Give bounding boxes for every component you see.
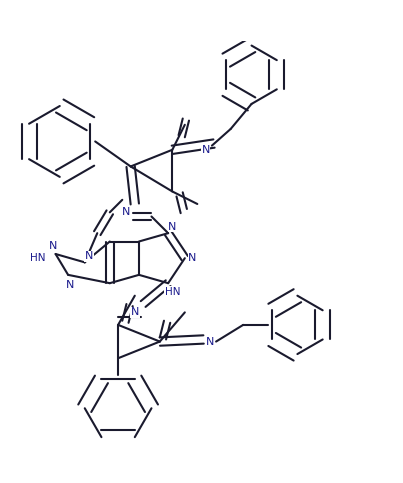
Text: HN: HN — [30, 253, 45, 263]
Text: N: N — [131, 307, 139, 317]
Text: N: N — [66, 280, 75, 290]
Text: N: N — [85, 251, 93, 261]
Text: N: N — [188, 253, 197, 263]
Text: HN: HN — [164, 286, 180, 297]
Text: N: N — [122, 207, 131, 217]
Text: N: N — [168, 222, 177, 232]
Text: N: N — [202, 145, 210, 155]
Text: N: N — [49, 241, 58, 251]
Text: N: N — [206, 337, 214, 347]
